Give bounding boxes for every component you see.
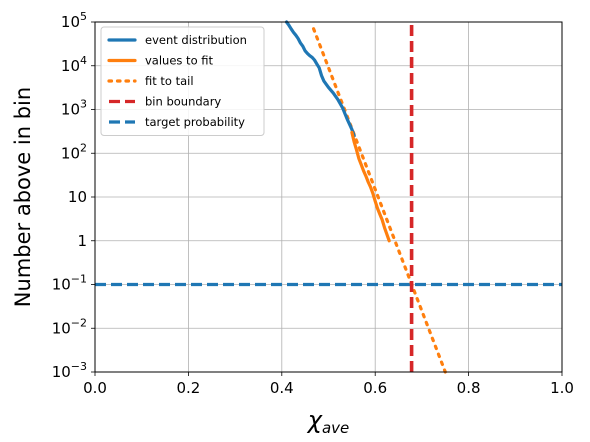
x-tick-label: 1.0 (550, 379, 574, 397)
x-tick-label: 0.8 (457, 379, 481, 397)
series-line-fit-to-tail (312, 27, 447, 374)
legend-label: target probability (145, 115, 245, 129)
x-axis-label: χave (306, 406, 350, 437)
y-tick-label: 10−2 (52, 316, 87, 337)
x-tick-label: 0.4 (270, 379, 294, 397)
series-line-values-to-fit (350, 130, 391, 243)
legend-label: event distribution (145, 33, 247, 47)
x-tick-label: 0.6 (363, 379, 387, 397)
legend-label: values to fit (145, 54, 214, 68)
x-tick-label: 0.0 (83, 379, 107, 397)
series-layer (95, 20, 562, 374)
x-tick-label: 0.2 (176, 379, 200, 397)
y-tick-label: 103 (61, 98, 87, 119)
y-tick-label: 10 (68, 188, 87, 206)
y-axis-label: Number above in bin (11, 87, 35, 307)
y-tick-label: 102 (61, 141, 87, 162)
ticks: 0.0 0.2 0.4 0.6 0.8 1.0 10−3 10−2 10−1 1 10 102 103 1… (52, 10, 574, 397)
y-tick-label: 1 (77, 232, 87, 250)
y-tick-label: 10−1 (52, 273, 87, 294)
series-line-event-distribution (284, 20, 356, 138)
legend: event distribution values to fit fit to ta… (100, 26, 265, 136)
y-tick-label: 10−3 (52, 360, 87, 381)
y-tick-label: 104 (61, 54, 87, 75)
legend-box (100, 26, 265, 136)
legend-label: bin boundary (145, 95, 221, 109)
legend-label: fit to tail (145, 74, 194, 88)
y-tick-label: 105 (61, 10, 87, 31)
